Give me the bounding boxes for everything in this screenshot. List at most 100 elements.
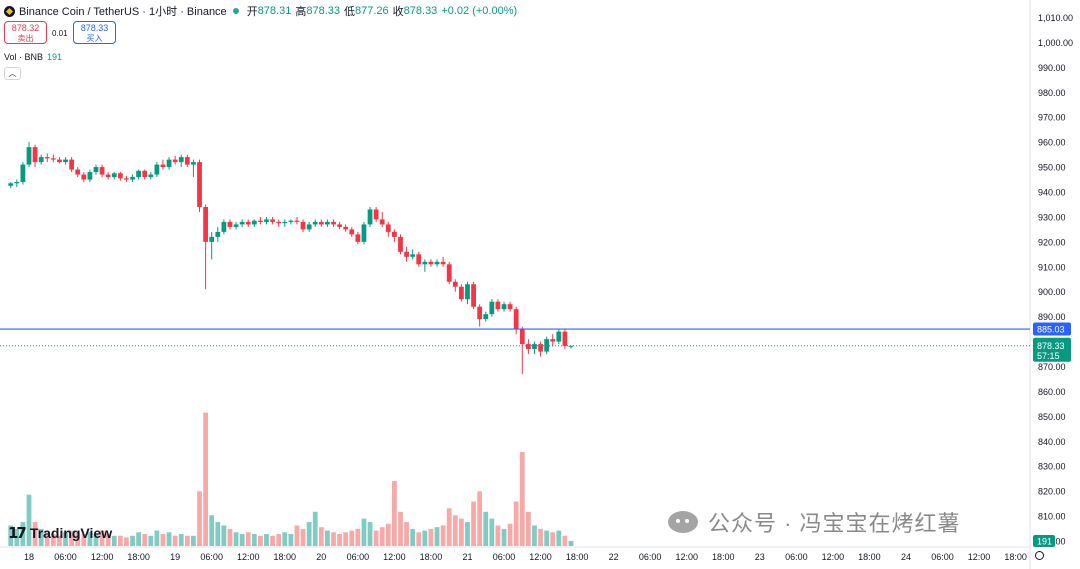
volume-bar (501, 528, 507, 546)
candle-body (20, 164, 26, 183)
y-tick-label: 960.00 (1038, 138, 1066, 148)
volume-bar (227, 528, 233, 546)
candle-body (367, 209, 373, 225)
volume-bar (57, 535, 62, 546)
candle-body (471, 284, 476, 307)
candle-body (38, 157, 44, 163)
x-tick-label: 12:00 (822, 552, 845, 562)
candle-body (172, 159, 178, 163)
y-tick-label: 970.00 (1038, 113, 1066, 123)
y-tick-label: 830.00 (1038, 462, 1066, 472)
x-tick-label: 18:00 (274, 552, 297, 562)
high-value: 878.33 (306, 5, 340, 17)
candle-body (99, 167, 105, 175)
volume-bar (197, 491, 202, 546)
last-volume-label-bg (1033, 535, 1055, 547)
volume-bar (111, 535, 117, 546)
volume-bar (294, 525, 300, 546)
candle-body (117, 173, 123, 179)
change-value: +0.02 (+0.00%) (441, 5, 518, 17)
candle-body (318, 221, 324, 225)
buy-button[interactable]: 878.33 买入 (73, 21, 116, 44)
candle-body (105, 174, 111, 178)
volume-bar (410, 528, 416, 546)
volume-bar (270, 535, 275, 546)
candle-body (14, 182, 20, 184)
volume-bar (325, 530, 330, 546)
x-tick-label: 18:00 (127, 552, 150, 562)
candle-body (373, 209, 379, 220)
y-tick-label: 930.00 (1038, 212, 1066, 222)
volume-bar (452, 515, 458, 546)
candle-body (404, 251, 409, 257)
candle-body (300, 221, 306, 230)
candle-body (507, 304, 513, 310)
candle-body (130, 177, 135, 180)
settings-gear-icon[interactable] (1035, 551, 1044, 560)
y-tick-label: 940.00 (1038, 188, 1066, 198)
volume-bar (422, 530, 428, 546)
x-tick-label: 18:00 (712, 552, 735, 562)
volume-bar (367, 522, 373, 546)
candle-body (233, 224, 239, 227)
tradingview-logo-text: TradingView (29, 525, 113, 541)
volume-bar (398, 511, 403, 546)
x-tick-label: 12:00 (675, 552, 698, 562)
volume-bar (495, 525, 501, 546)
candle-body (288, 220, 294, 222)
x-tick-label: 06:00 (54, 552, 77, 562)
candle-body (26, 147, 32, 165)
candle-body (331, 221, 336, 225)
volume-bar (38, 528, 44, 546)
horizontal-line-label-bg (1033, 322, 1071, 336)
high-label: 高 (295, 6, 307, 18)
volume-bar (14, 528, 20, 546)
candle-body (501, 304, 507, 310)
volume-bar (361, 518, 367, 546)
volume-bar (446, 508, 452, 546)
sell-button[interactable]: 878.32 卖出 (4, 21, 47, 44)
volume-bar (355, 528, 361, 546)
x-tick-label: 21 (462, 552, 472, 562)
candle-body (57, 159, 62, 163)
tradingview-logo[interactable]: 17 TradingView (8, 524, 112, 542)
symbol-title[interactable]: Binance Coin / TetherUS · 1小时 · Binance (19, 6, 227, 18)
volume-bar (404, 522, 409, 546)
volume-legend[interactable]: Vol · BNB 191 (4, 52, 62, 62)
x-tick-label: 12:00 (383, 552, 406, 562)
candle-body (8, 183, 14, 186)
candle-body (75, 169, 81, 175)
volume-bar (203, 412, 209, 546)
y-tick-label: 950.00 (1038, 163, 1066, 173)
volume-bar (562, 535, 568, 546)
candle-body (306, 224, 312, 230)
candle-body (251, 220, 257, 225)
candle-body (63, 159, 68, 163)
volume-bar (239, 534, 245, 546)
volume-bar (471, 501, 476, 546)
volume-bar (550, 532, 556, 546)
y-tick-label: 840.00 (1038, 437, 1066, 447)
y-tick-label: 850.00 (1038, 412, 1066, 422)
volume-bar (215, 522, 221, 546)
buy-price: 878.33 (80, 23, 109, 33)
volume-bar (568, 540, 574, 546)
volume-bar (288, 534, 294, 546)
volume-bar (318, 527, 324, 546)
collapse-legend-button[interactable]: ︿ (4, 67, 21, 80)
candle-body (379, 219, 385, 225)
volume-bar (282, 532, 288, 546)
volume-bar (379, 527, 385, 546)
y-tick-label: 910.00 (1038, 262, 1066, 272)
wechat-icon (668, 511, 698, 533)
volume-bar (81, 534, 87, 546)
volume-bar (124, 537, 129, 546)
volume-bar (245, 532, 251, 546)
candle-body (483, 314, 489, 320)
volume-bar (556, 530, 562, 546)
binance-coin-icon (4, 5, 15, 17)
candle-body (44, 157, 50, 159)
candle-body (519, 329, 525, 345)
y-tick-label: 920.00 (1038, 237, 1066, 247)
